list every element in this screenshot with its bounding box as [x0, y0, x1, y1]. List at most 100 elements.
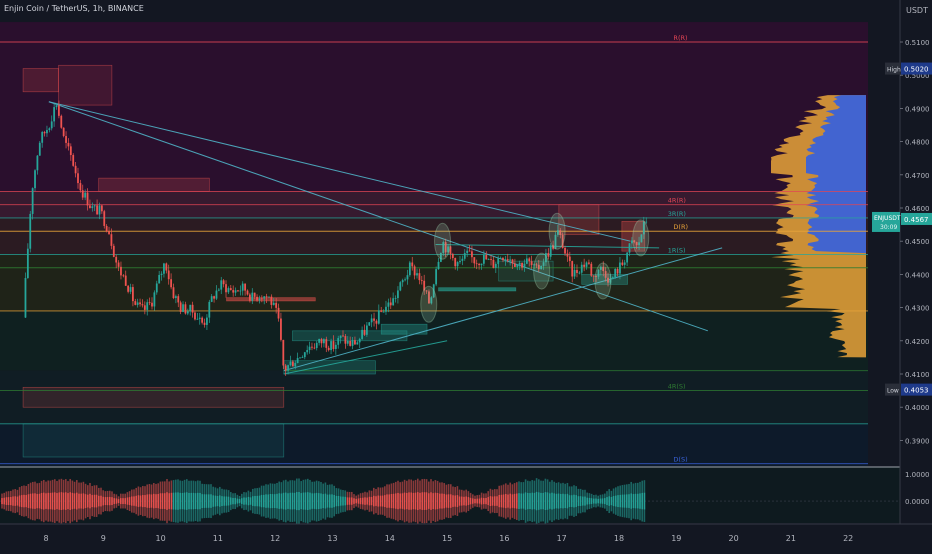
candle-body [494, 263, 497, 268]
candle-body [77, 173, 79, 184]
candle-body [616, 268, 619, 274]
candle-body [222, 280, 225, 285]
pivot-label: 4R(R) [668, 197, 686, 205]
candle-body [437, 261, 440, 270]
candle-body [127, 285, 130, 292]
trendline [283, 340, 448, 375]
candle-body [232, 290, 235, 293]
candle-body [206, 317, 208, 325]
candle-body [258, 298, 261, 301]
candle-body [530, 261, 533, 266]
zone-box [581, 274, 628, 285]
candle-body [614, 268, 617, 278]
candle-body [43, 132, 46, 134]
time-tick-label: 12 [270, 534, 280, 543]
candle-body [277, 307, 280, 319]
candle-body [432, 284, 435, 298]
candle-body [151, 302, 153, 307]
low-tag [885, 383, 900, 396]
candle-body [401, 280, 404, 283]
candle-body [556, 230, 559, 235]
candle-body [313, 347, 316, 349]
low-price-badge [901, 383, 932, 396]
candle-body [208, 301, 211, 318]
candle-body [559, 230, 562, 235]
candle-body [229, 288, 232, 291]
candle-body [108, 231, 110, 235]
pivot-label: D(S) [673, 456, 687, 464]
price-tick-label: 0.4100 [905, 371, 930, 379]
high-price-value: 0.5020 [904, 66, 929, 74]
candle-body [217, 289, 220, 291]
highlight-ellipse [533, 252, 551, 290]
candle-body [89, 205, 91, 208]
candle-body [246, 290, 249, 295]
zone-band [0, 22, 868, 192]
candle-body [239, 290, 242, 292]
time-tick-label: 15 [442, 534, 452, 543]
trendlines [48, 101, 723, 375]
symbol-badge [872, 211, 900, 232]
candle-body [408, 262, 411, 276]
candle-body [561, 234, 564, 248]
price-tick-label: 0.5100 [905, 39, 930, 47]
candle-body [351, 340, 354, 346]
last-price-badge [901, 212, 932, 225]
candle-body [473, 257, 476, 264]
candle-body [439, 253, 442, 262]
time-tick-label: 18 [614, 534, 624, 543]
candle-body [571, 261, 574, 277]
candle-body [296, 358, 299, 364]
candle-body [463, 253, 466, 259]
time-tick-label: 17 [557, 534, 567, 543]
time-tick-label: 10 [156, 534, 166, 543]
price-axis[interactable]: 0.5100 0.5000 0.4900 0.4800 0.4700 0.4600 0.45… [899, 0, 932, 550]
highlight-ellipse [548, 212, 566, 250]
highlight-ellipse [434, 222, 452, 260]
candle-body [628, 243, 631, 253]
candle-body [253, 292, 256, 297]
candle-body [611, 277, 614, 280]
candle-body [100, 205, 103, 212]
zone-band [0, 423, 868, 471]
candle-body [373, 318, 375, 321]
candle-body [475, 263, 478, 265]
candle-body [237, 290, 239, 292]
zone-box [58, 64, 113, 106]
candle-body [604, 271, 607, 278]
candle-body [234, 290, 237, 293]
candle-body [263, 296, 266, 299]
oscillator-tick-label: 1.0000 [905, 471, 930, 479]
price-tick-label: 0.4200 [905, 338, 930, 346]
candle-body [225, 284, 227, 293]
candle-body [509, 259, 512, 261]
candle-body [160, 273, 163, 275]
candle-body [375, 320, 378, 324]
candle-body [124, 275, 127, 286]
candle-body [451, 254, 454, 259]
candle-body [184, 304, 187, 314]
pivot-label: 3R(R) [668, 210, 686, 218]
candle-body [568, 256, 571, 262]
candle-body [60, 115, 63, 128]
candle-body [186, 311, 189, 314]
time-axis[interactable]: 8 9 10 11 12 13 14 15 16 17 18 19 20 21 22 [0, 523, 932, 550]
candle-body [642, 221, 645, 235]
candle-body [365, 325, 368, 335]
candle-body [356, 342, 359, 345]
candle-body [177, 296, 180, 303]
candle-body [48, 128, 51, 130]
candle-body [174, 296, 177, 299]
candle-body [399, 282, 402, 291]
candle-body [334, 344, 337, 350]
candle-body [311, 346, 313, 348]
candle-body [566, 253, 569, 257]
candles [24, 100, 648, 376]
candle-body [397, 290, 399, 299]
candle-body [179, 302, 182, 312]
candle-body [554, 234, 557, 249]
candle-body [270, 296, 273, 305]
